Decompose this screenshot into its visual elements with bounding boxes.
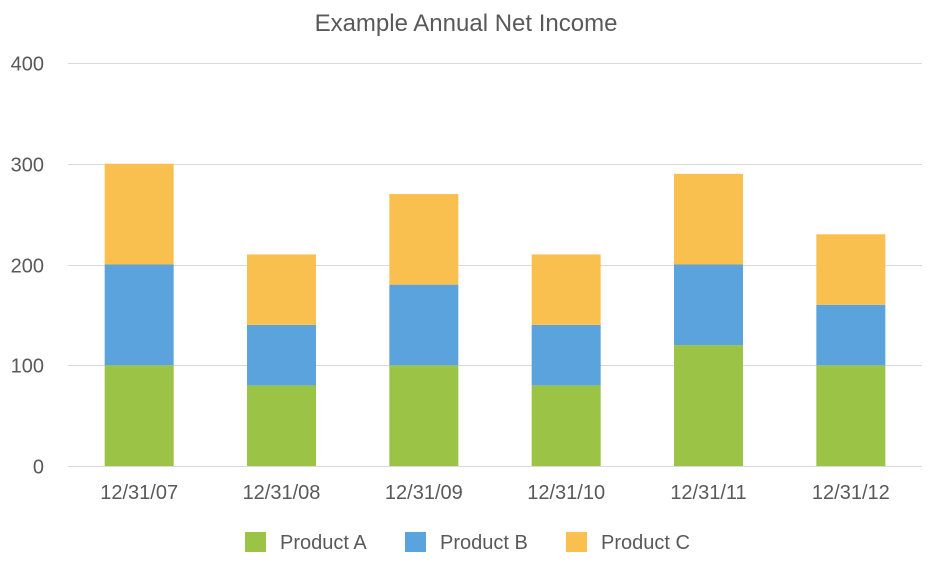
- bar-product-c-12/31/08: [247, 254, 316, 325]
- bar-product-b-12/31/09: [389, 284, 459, 366]
- x-tick-label: 12/31/09: [385, 482, 463, 504]
- x-tick-label: 12/31/07: [100, 482, 178, 504]
- bar-product-c-12/31/09: [389, 193, 459, 285]
- x-tick-label: 12/31/11: [670, 482, 746, 504]
- bar-product-b-12/31/11: [674, 264, 743, 346]
- legend-item-product-b[interactable]: Product B: [405, 532, 528, 554]
- y-tick-label: 400: [11, 54, 44, 76]
- legend: Product A Product B Product C: [245, 532, 690, 554]
- y-tick-label: 300: [11, 155, 44, 177]
- legend-swatch: [405, 532, 426, 552]
- bar-product-b-12/31/12: [816, 304, 886, 366]
- chart-title: Example Annual Net Income: [315, 10, 618, 37]
- legend-swatch: [566, 532, 587, 552]
- x-tick-label: 12/31/08: [243, 482, 321, 504]
- x-tick-label: 12/31/10: [527, 482, 605, 504]
- bar-product-c-12/31/12: [816, 234, 886, 305]
- bar-product-a-12/31/07: [104, 365, 174, 466]
- legend-label: Product A: [280, 532, 367, 554]
- bar-product-b-12/31/07: [104, 264, 174, 366]
- legend-item-product-a[interactable]: Product A: [245, 532, 367, 554]
- bar-product-a-12/31/08: [247, 385, 316, 466]
- y-tick-label: 100: [11, 356, 44, 378]
- legend-item-product-c[interactable]: Product C: [566, 532, 690, 554]
- bar-product-a-12/31/10: [531, 385, 601, 466]
- bars: [104, 163, 886, 466]
- y-axis-ticks: 0 100 200 300 400: [11, 54, 44, 479]
- bar-product-a-12/31/11: [674, 345, 743, 466]
- bar-product-c-12/31/07: [104, 163, 174, 265]
- y-tick-label: 200: [11, 256, 44, 278]
- bar-product-a-12/31/12: [816, 365, 886, 466]
- bar-product-c-12/31/10: [531, 254, 601, 325]
- bar-product-b-12/31/10: [531, 324, 601, 386]
- bar-product-b-12/31/08: [247, 324, 316, 386]
- gridlines: [68, 63, 922, 467]
- y-tick-label: 0: [33, 457, 44, 479]
- legend-label: Product B: [440, 532, 528, 554]
- x-axis-ticks: 12/31/07 12/31/08 12/31/09 12/31/10 12/31/11…: [100, 482, 890, 504]
- bar-product-c-12/31/11: [674, 173, 743, 265]
- x-tick-label: 12/31/12: [812, 482, 890, 504]
- legend-swatch: [245, 532, 266, 552]
- bar-product-a-12/31/09: [389, 365, 459, 466]
- legend-label: Product C: [601, 532, 690, 554]
